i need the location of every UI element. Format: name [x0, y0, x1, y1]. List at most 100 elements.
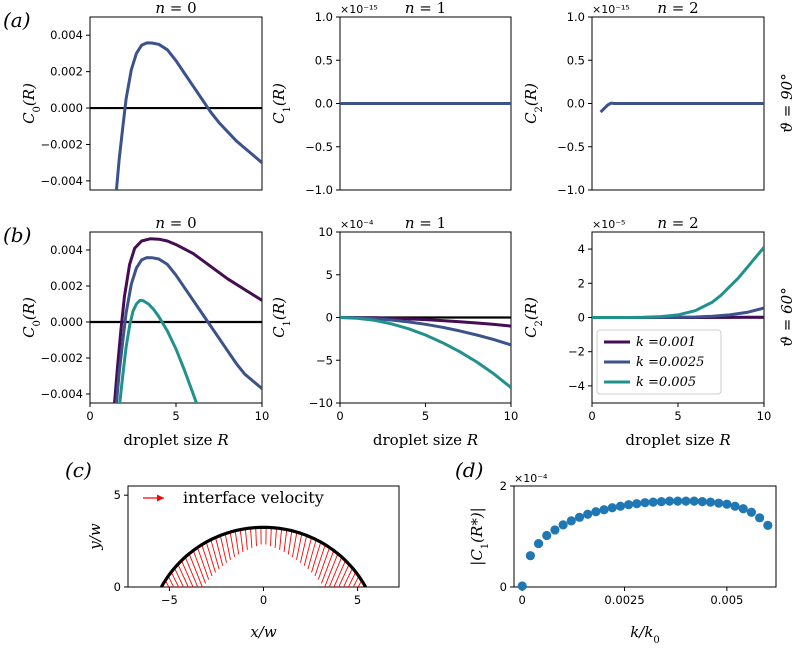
x-axis-label: droplet size R	[123, 431, 228, 449]
panel-label-a: (a)	[3, 8, 31, 32]
velocity-arrow	[347, 571, 357, 587]
y-axis-label: C0(R)	[20, 83, 43, 124]
scatter-point	[533, 538, 544, 549]
legend-label-k001: k =0.001	[636, 335, 696, 350]
velocity-arrow	[300, 535, 308, 563]
axis-multiplier: ×10⁻¹⁵	[592, 3, 630, 16]
velocity-arrow	[210, 539, 220, 570]
scatter-point	[640, 498, 650, 508]
velocity-arrow	[177, 564, 189, 587]
y-tick-label-10: 10	[318, 225, 333, 239]
chart-title: n = 0	[155, 214, 196, 232]
scatter-point	[550, 525, 560, 535]
y-axis-label: C0(R)	[20, 297, 43, 338]
y-tick-label-2: −2	[568, 345, 585, 359]
scatter-point	[681, 496, 691, 506]
axis-multiplier: ×10⁻⁵	[592, 218, 625, 231]
velocity-arrow	[215, 537, 224, 566]
x-tick-label-5: 5	[422, 409, 429, 423]
velocity-arrow	[292, 532, 298, 558]
legend: k =0.001 k =0.0025 k =0.005	[596, 329, 722, 395]
velocity-arrow	[239, 529, 244, 553]
axes-frame	[513, 485, 777, 588]
series-line-k-0-0025	[114, 256, 262, 403]
scatter-point	[615, 501, 626, 511]
y-tick-label-0-5: 0.5	[315, 53, 333, 67]
velocity-arrow	[181, 560, 194, 587]
scatter-point	[517, 581, 527, 591]
legend-arrow-head	[157, 494, 164, 502]
series-line-k-0-005	[340, 316, 511, 389]
velocity-arrow	[224, 533, 231, 560]
scatter-point	[542, 530, 552, 541]
y-tick-label-10: −10	[309, 396, 333, 410]
scatter-point	[664, 496, 675, 506]
y-tick-label-1-0: 1.0	[315, 10, 333, 24]
velocity-arrow	[192, 550, 206, 584]
velocity-arrow	[352, 575, 360, 587]
velocity-arrow	[317, 547, 330, 580]
chart-d-scatter: 0 2 0 0.0025 0.005 ×10⁻⁴ |C1(R*)| k/k0	[468, 472, 777, 646]
velocity-arrow	[229, 532, 235, 558]
scatter-point	[763, 520, 773, 530]
x-tick-label-10: 10	[255, 409, 270, 423]
series-line-k-0-0025	[114, 41, 262, 190]
velocity-arrow	[250, 528, 253, 548]
y-axis-label: |C1(R*)|	[468, 507, 491, 565]
x-tick-label-0: 0	[519, 593, 526, 607]
velocity-arrow	[324, 553, 339, 587]
y-tick-label-1-0: −1.0	[305, 183, 333, 197]
velocity-arrow	[167, 575, 175, 587]
chart-title: n = 2	[657, 214, 698, 232]
y-tick-label-4: 4	[578, 242, 585, 256]
scatter-point	[583, 509, 593, 519]
y-axis-label: C2(R)	[522, 297, 545, 338]
scatter-point	[525, 551, 535, 561]
y-tick-label-0-0: 0.0	[315, 97, 333, 111]
velocity-arrow	[357, 580, 363, 587]
velocity-arrow	[314, 544, 326, 577]
legend-label-interface-velocity: interface velocity	[183, 488, 324, 507]
panel-label-c: (c)	[65, 458, 92, 482]
y-tick-label-0-0: 0.0	[567, 97, 585, 111]
y-tick-label-1-0: 1.0	[567, 10, 585, 24]
velocity-arrow	[283, 529, 288, 553]
scatter-point	[607, 503, 617, 513]
series-line-k-0-001	[113, 237, 262, 403]
scatter-point	[714, 498, 724, 508]
velocity-arrow	[201, 544, 213, 577]
y-tick-label-0: 0	[114, 580, 121, 594]
panel-label-b: (b)	[3, 223, 31, 247]
series-line-k-0-0025	[340, 316, 511, 347]
scatter-point	[689, 496, 699, 506]
y-tick-label-0-5: −0.5	[557, 140, 585, 154]
chart-b-n2: −4 −2 0 2 4 0 5 10 ×10⁻⁵ n = 2 C2(R) droplet size R	[522, 214, 771, 449]
chart-b-n1: −10 −5 0 5 10 0 5 10 ×10⁻⁴ n = 1 C1(R) droplet size…	[270, 214, 518, 449]
scatter-point	[755, 513, 765, 523]
droplet-interface	[160, 525, 367, 587]
velocity-arrow	[219, 535, 227, 563]
legend-box	[596, 329, 722, 395]
velocity-arrow	[234, 530, 240, 555]
velocity-arrow	[205, 541, 216, 573]
scatter-point	[558, 520, 568, 530]
x-tick-label-0: 0	[260, 593, 267, 607]
velocity-arrow	[255, 527, 257, 547]
scatter-point	[673, 496, 683, 506]
chart-title: n = 1	[405, 214, 446, 232]
x-axis-label: x/w	[250, 623, 277, 641]
y-tick-label-0-5: 0.5	[567, 53, 585, 67]
y-tick-label-0-004: 0.004	[50, 243, 83, 257]
velocity-arrow	[184, 556, 199, 587]
velocity-arrow	[343, 567, 353, 587]
velocity-arrow	[164, 580, 170, 587]
y-tick-label-0: 0	[500, 580, 507, 594]
y-tick-label-0-004: −0.004	[40, 387, 83, 401]
legend-label-k005: k =0.005	[636, 375, 696, 390]
axis-multiplier: ×10⁻⁴	[340, 218, 374, 231]
scatter-point	[648, 497, 658, 507]
scatter-point	[566, 516, 576, 526]
x-axis-label: k/k0	[630, 623, 660, 646]
velocity-arrow	[307, 539, 317, 570]
